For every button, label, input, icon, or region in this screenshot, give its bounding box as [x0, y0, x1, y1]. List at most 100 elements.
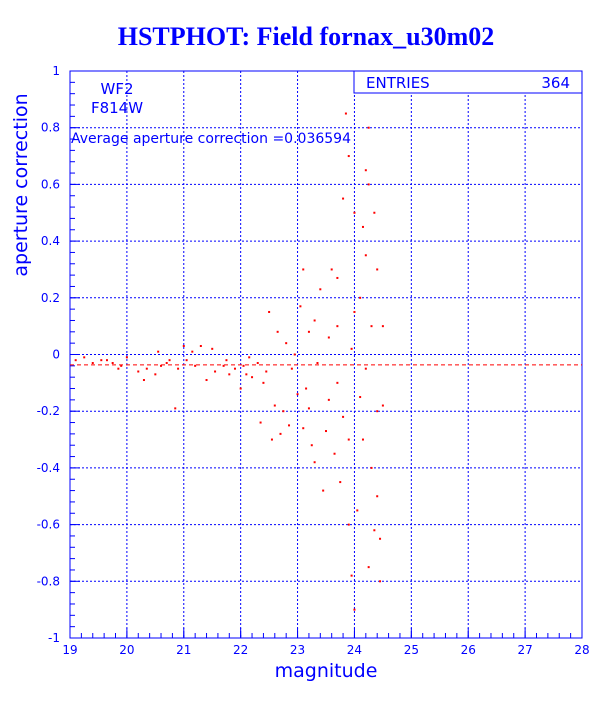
- data-point: [174, 407, 177, 410]
- y-tick-label: 0: [52, 348, 60, 362]
- data-point: [165, 362, 168, 365]
- data-point: [342, 197, 345, 200]
- data-point: [347, 523, 350, 526]
- y-tick-label: -0.6: [37, 518, 60, 532]
- data-point: [105, 359, 108, 362]
- stats-label: ENTRIES: [366, 74, 430, 92]
- data-point: [364, 254, 367, 257]
- data-point: [199, 344, 202, 347]
- x-tick-label: 27: [517, 643, 532, 657]
- data-point: [325, 430, 327, 433]
- y-tick-label: 0.2: [41, 291, 60, 305]
- data-point: [302, 427, 305, 430]
- data-point: [305, 387, 308, 390]
- data-point: [376, 410, 379, 413]
- data-point: [361, 225, 364, 228]
- data-point: [251, 376, 254, 379]
- data-point: [242, 364, 245, 367]
- data-point: [248, 356, 251, 359]
- data-point: [299, 305, 302, 308]
- data-point: [296, 393, 299, 396]
- data-point: [350, 347, 353, 350]
- y-tick-label: -0.4: [37, 461, 60, 475]
- data-point: [137, 370, 140, 373]
- data-point: [125, 356, 128, 359]
- data-point: [225, 359, 228, 362]
- data-point: [370, 466, 373, 469]
- data-point: [265, 370, 268, 373]
- data-point: [342, 415, 345, 418]
- data-point: [191, 350, 194, 353]
- data-point: [350, 574, 353, 577]
- x-tick-label: 28: [574, 643, 589, 657]
- data-point: [344, 112, 347, 115]
- data-point: [245, 373, 248, 376]
- data-point: [333, 452, 336, 455]
- data-point: [313, 319, 316, 322]
- data-point: [205, 379, 208, 382]
- data-point: [74, 359, 77, 362]
- data-point: [290, 367, 293, 370]
- data-point: [361, 438, 364, 441]
- data-point: [319, 288, 322, 291]
- tick-labels: 19 20 21 22 23 24 25 26 27 28 -1 -0.8 -0.6 -0.4 -0.2 0 0…: [37, 64, 590, 657]
- data-points: [74, 81, 384, 611]
- data-point: [288, 424, 291, 427]
- data-point: [359, 396, 362, 399]
- data-point: [222, 364, 225, 367]
- data-point: [330, 268, 333, 271]
- data-point: [273, 404, 276, 407]
- data-point: [381, 404, 384, 407]
- data-point: [120, 364, 123, 367]
- data-point: [353, 310, 356, 313]
- data-point: [353, 608, 356, 611]
- data-point: [367, 183, 370, 186]
- data-point: [228, 373, 231, 376]
- x-tick-label: 24: [347, 643, 362, 657]
- data-point: [276, 330, 279, 333]
- data-point: [91, 362, 94, 365]
- y-tick-label: 0.8: [41, 121, 60, 135]
- data-point: [145, 367, 148, 370]
- data-point: [168, 359, 171, 362]
- data-point: [322, 489, 325, 492]
- data-point: [316, 362, 319, 365]
- data-point: [307, 330, 310, 333]
- filter-label: F814W: [91, 99, 143, 117]
- data-point: [367, 126, 370, 129]
- data-point: [83, 356, 86, 359]
- y-tick-label: 1: [52, 64, 60, 78]
- stats-value: 364: [541, 74, 570, 92]
- data-point: [381, 325, 384, 328]
- x-tick-label: 25: [404, 643, 419, 657]
- chart-title: HSTPHOT: Field fornax_u30m02: [117, 22, 495, 51]
- data-point: [356, 509, 359, 512]
- data-point: [336, 381, 339, 384]
- y-tick-label: -0.2: [37, 404, 60, 418]
- x-tick-label: 23: [290, 643, 305, 657]
- y-tick-label: 0.6: [41, 177, 60, 191]
- data-point: [336, 325, 339, 328]
- data-point: [370, 325, 373, 328]
- data-point: [185, 359, 188, 362]
- stats-box: [353, 70, 583, 94]
- data-point: [373, 529, 376, 532]
- data-point: [117, 367, 120, 370]
- x-tick-label: 21: [176, 643, 191, 657]
- data-point: [259, 421, 262, 424]
- data-point: [373, 211, 376, 214]
- x-tick-label: 20: [119, 643, 134, 657]
- data-point: [214, 370, 217, 373]
- data-point: [177, 367, 180, 370]
- data-point: [327, 398, 330, 401]
- data-point: [364, 367, 367, 370]
- data-point: [233, 367, 236, 370]
- data-point: [376, 268, 379, 271]
- data-point: [157, 350, 160, 353]
- data-point: [347, 438, 350, 441]
- chip-label: WF2: [100, 80, 133, 98]
- data-point: [336, 276, 339, 279]
- data-point: [313, 461, 316, 464]
- data-point: [359, 296, 362, 299]
